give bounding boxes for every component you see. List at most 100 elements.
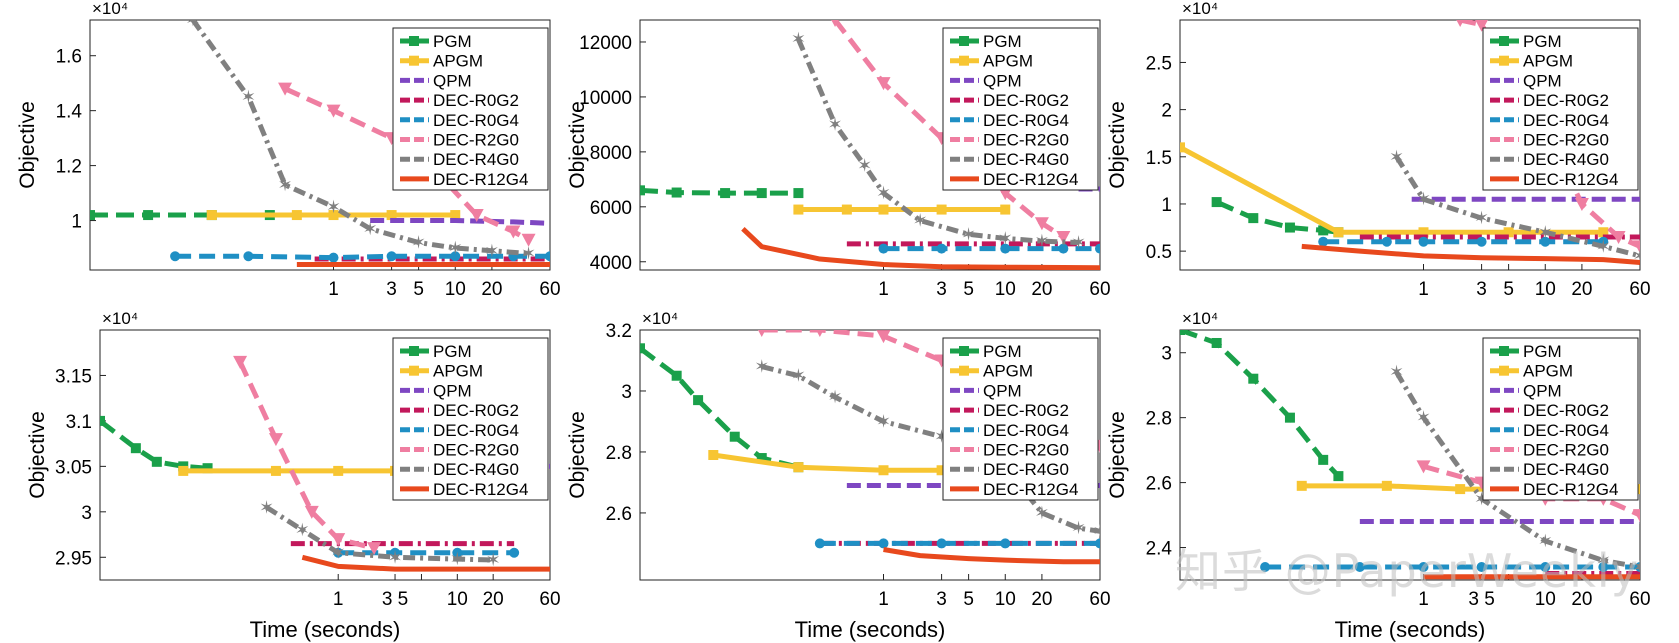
legend-label: DEC-R0G4 (983, 421, 1069, 440)
x-tick-label: 3 (386, 279, 397, 300)
x-tick-label: 20 (1571, 589, 1592, 610)
legend-box (1482, 27, 1639, 191)
y-axis-label: Objective (26, 411, 49, 499)
data-point (1503, 227, 1514, 238)
data-point (202, 463, 213, 474)
data-point: ✶ (450, 549, 465, 570)
legend-label: DEC-R0G2 (1523, 401, 1609, 420)
data-point (793, 462, 804, 473)
legend-label: DEC-R0G4 (983, 111, 1069, 130)
x-tick-label: 5 (963, 279, 974, 300)
data-point (206, 210, 217, 221)
data-point (1296, 480, 1307, 491)
y-tick-label: 3.05 (55, 457, 92, 478)
legend-label: PGM (1523, 32, 1562, 51)
data-point (1455, 484, 1466, 495)
legend-label: DEC-R2G0 (983, 441, 1069, 460)
legend-label: APGM (433, 362, 483, 381)
data-point (1633, 240, 1640, 254)
data-point: ✶ (876, 183, 891, 204)
legend-label: DEC-R12G4 (983, 480, 1078, 499)
data-point: ✶ (876, 411, 891, 432)
chart-panel-6: 2.4 2.6 2.8 3 1 3 5 10 20 60 ×10⁴ Objective Time (s… (1106, 309, 1651, 642)
data-point: ✶ (1538, 222, 1553, 243)
legend-label: DEC-R4G0 (433, 150, 519, 169)
y-tick-label: 1.5 (1146, 148, 1172, 169)
data-point (1000, 243, 1011, 254)
data-point (841, 204, 852, 215)
data-point (878, 465, 889, 476)
legend-label: DEC-R12G4 (983, 170, 1078, 189)
data-point: ✶ (259, 497, 274, 518)
x-tick-label: 1 (1418, 589, 1429, 610)
data-point (816, 330, 824, 337)
data-point (1540, 236, 1551, 247)
data-point (1418, 227, 1429, 238)
data-point (756, 453, 767, 464)
y-tick-label: 12000 (579, 33, 632, 54)
data-point (506, 225, 521, 239)
data-point (1000, 204, 1011, 215)
x-tick-label: 10 (447, 589, 468, 610)
legend-label: PGM (983, 342, 1022, 361)
x-tick-label: 1 (333, 589, 344, 610)
data-point (450, 210, 461, 221)
axis-exponent: ×10⁴ (1182, 0, 1218, 18)
y-tick-label: 2.6 (606, 504, 632, 525)
legend-label: APGM (983, 362, 1033, 381)
y-tick-label: 2.5 (1146, 53, 1172, 74)
data-point (331, 533, 346, 547)
y-tick-label: 0.5 (1146, 242, 1172, 263)
data-point: ✶ (791, 29, 806, 50)
y-tick-label: 2.4 (1146, 539, 1173, 560)
legend-marker (1499, 55, 1509, 66)
data-point (671, 370, 682, 381)
data-point (1095, 243, 1100, 254)
data-point (936, 243, 947, 254)
x-tick-label: 60 (1629, 589, 1650, 610)
data-point (386, 251, 397, 262)
legend-label: DEC-R0G2 (983, 401, 1069, 420)
x-tick-label: 20 (1031, 589, 1052, 610)
x-tick-label: 1 (878, 279, 889, 300)
legend-marker (1499, 346, 1509, 356)
y-tick-label: 1 (1161, 195, 1172, 216)
legend-label: DEC-R0G4 (1523, 111, 1609, 130)
data-point: ✶ (913, 211, 928, 232)
legend-box (1482, 337, 1639, 501)
data-point (333, 465, 344, 476)
data-point (1633, 509, 1640, 523)
data-point (452, 547, 463, 558)
data-point (1475, 20, 1488, 32)
data-point (243, 251, 254, 262)
series-line-DEC-R12G4 (1301, 243, 1640, 265)
data-point: ✶ (295, 520, 310, 541)
x-tick-label: 1 (1418, 279, 1429, 300)
y-axis-label: Objective (566, 411, 589, 499)
data-point (757, 330, 766, 337)
data-point: ✶ (448, 238, 463, 259)
legend: PGMAPGMQPMDEC-R0G2DEC-R0G4DEC-R2G0DEC-R4… (942, 337, 1099, 501)
legend: PGMAPGMQPMDEC-R0G2DEC-R0G4DEC-R2G0DEC-R4… (942, 27, 1099, 191)
data-point (640, 343, 645, 354)
data-point (1284, 222, 1295, 233)
axis-exponent: ×10⁴ (102, 309, 138, 328)
data-point: ✶ (1416, 408, 1431, 429)
data-point: ✶ (241, 87, 256, 108)
data-point (1211, 337, 1222, 348)
legend-label: DEC-R2G0 (983, 131, 1069, 150)
legend-marker (1499, 365, 1509, 376)
data-point (1095, 538, 1100, 549)
y-tick-label: 3 (1161, 344, 1172, 365)
data-point (1476, 236, 1487, 247)
data-point (1248, 213, 1259, 224)
legend-marker (959, 346, 969, 356)
legend-label: DEC-R0G2 (983, 91, 1069, 110)
data-point (1381, 480, 1392, 491)
data-point (326, 104, 341, 118)
y-axis-label: Objective (566, 101, 589, 189)
data-point: ✶ (278, 175, 293, 196)
data-point (1333, 471, 1344, 482)
